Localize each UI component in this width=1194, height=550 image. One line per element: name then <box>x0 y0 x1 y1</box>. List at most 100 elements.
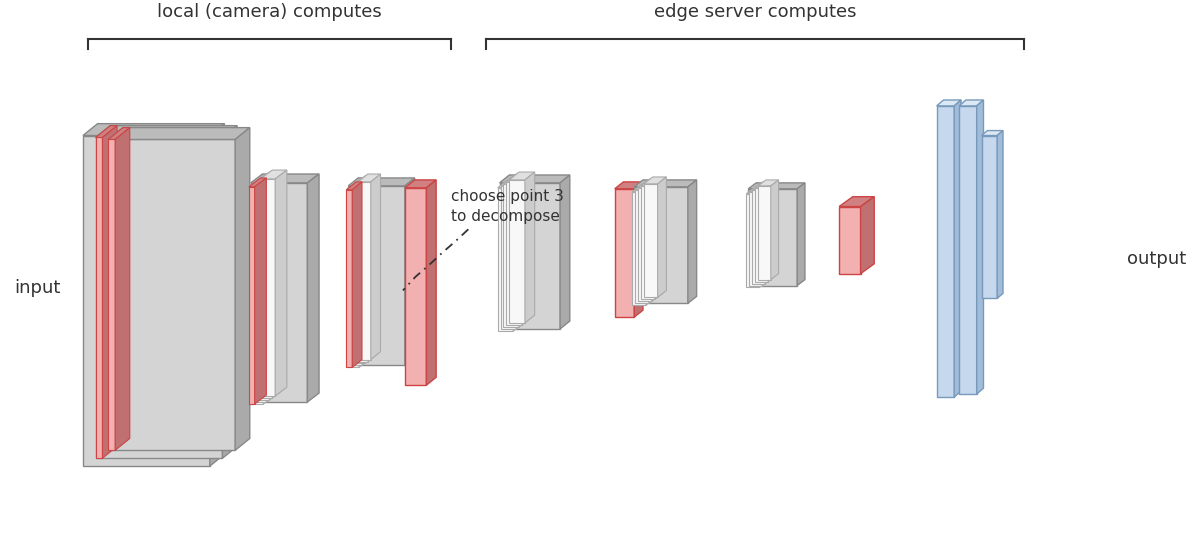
Polygon shape <box>355 184 368 361</box>
Polygon shape <box>346 182 369 190</box>
Polygon shape <box>959 100 984 106</box>
Polygon shape <box>405 180 436 188</box>
Polygon shape <box>798 183 805 285</box>
Polygon shape <box>222 125 238 458</box>
Polygon shape <box>254 178 266 404</box>
Polygon shape <box>499 175 570 183</box>
Polygon shape <box>641 179 664 186</box>
Polygon shape <box>499 183 560 329</box>
Polygon shape <box>349 178 414 186</box>
Polygon shape <box>248 178 275 187</box>
Polygon shape <box>634 187 688 303</box>
Polygon shape <box>307 174 319 402</box>
Polygon shape <box>765 184 773 284</box>
Polygon shape <box>115 128 130 450</box>
Polygon shape <box>352 186 365 364</box>
Polygon shape <box>654 179 664 299</box>
Polygon shape <box>260 170 287 179</box>
Polygon shape <box>362 180 371 365</box>
Polygon shape <box>771 180 778 279</box>
Polygon shape <box>644 177 666 184</box>
Polygon shape <box>762 186 770 285</box>
Polygon shape <box>936 100 961 106</box>
Polygon shape <box>644 184 658 298</box>
Polygon shape <box>635 183 658 190</box>
Polygon shape <box>755 182 776 188</box>
Polygon shape <box>749 183 805 189</box>
Polygon shape <box>254 174 281 183</box>
Polygon shape <box>346 182 362 190</box>
Polygon shape <box>260 179 275 396</box>
Polygon shape <box>258 172 284 181</box>
Polygon shape <box>652 181 660 301</box>
Polygon shape <box>96 125 117 138</box>
Polygon shape <box>504 184 519 327</box>
Polygon shape <box>405 178 414 365</box>
Polygon shape <box>954 100 961 397</box>
Polygon shape <box>646 185 654 305</box>
Polygon shape <box>109 140 235 450</box>
Polygon shape <box>519 176 529 327</box>
Polygon shape <box>251 183 307 402</box>
Polygon shape <box>272 172 284 398</box>
Polygon shape <box>248 178 266 187</box>
Polygon shape <box>759 188 767 288</box>
Polygon shape <box>254 183 270 400</box>
Polygon shape <box>634 180 696 187</box>
Polygon shape <box>997 130 1003 298</box>
Polygon shape <box>96 138 222 458</box>
Polygon shape <box>768 182 776 282</box>
Polygon shape <box>266 176 278 402</box>
Polygon shape <box>103 125 117 458</box>
Polygon shape <box>560 175 570 329</box>
Polygon shape <box>252 185 266 402</box>
Text: edge server computes: edge server computes <box>654 3 856 21</box>
Polygon shape <box>251 174 319 183</box>
Polygon shape <box>658 177 666 298</box>
Polygon shape <box>248 187 254 404</box>
Polygon shape <box>861 197 874 274</box>
Polygon shape <box>350 180 371 188</box>
Polygon shape <box>210 124 224 466</box>
Polygon shape <box>275 170 287 396</box>
Polygon shape <box>350 188 362 365</box>
Polygon shape <box>365 178 375 364</box>
Polygon shape <box>839 207 861 274</box>
Polygon shape <box>235 128 250 450</box>
Polygon shape <box>252 176 278 185</box>
Text: input: input <box>14 279 61 298</box>
Polygon shape <box>358 182 371 360</box>
Text: local (camera) computes: local (camera) computes <box>156 3 382 21</box>
Polygon shape <box>498 180 523 188</box>
Polygon shape <box>371 174 381 360</box>
Polygon shape <box>258 181 272 398</box>
Polygon shape <box>746 188 767 194</box>
Polygon shape <box>355 176 377 184</box>
Polygon shape <box>248 187 264 404</box>
Text: choose point 3
to decompose: choose point 3 to decompose <box>451 189 564 224</box>
Polygon shape <box>506 182 522 325</box>
Polygon shape <box>755 188 768 282</box>
Polygon shape <box>633 185 654 192</box>
Polygon shape <box>504 176 529 184</box>
Polygon shape <box>109 128 130 140</box>
Polygon shape <box>426 180 436 385</box>
Polygon shape <box>936 106 954 397</box>
Polygon shape <box>634 182 644 317</box>
Polygon shape <box>359 182 369 367</box>
Polygon shape <box>635 190 648 303</box>
Polygon shape <box>264 178 275 404</box>
Polygon shape <box>96 125 238 138</box>
Polygon shape <box>513 180 523 331</box>
Polygon shape <box>270 174 281 400</box>
Polygon shape <box>638 188 652 301</box>
Polygon shape <box>641 186 654 299</box>
Polygon shape <box>977 100 984 394</box>
Polygon shape <box>349 186 405 365</box>
Polygon shape <box>352 178 375 186</box>
Polygon shape <box>633 192 646 305</box>
Polygon shape <box>346 190 352 367</box>
Polygon shape <box>648 183 658 303</box>
Polygon shape <box>506 174 531 182</box>
Polygon shape <box>981 130 1003 135</box>
